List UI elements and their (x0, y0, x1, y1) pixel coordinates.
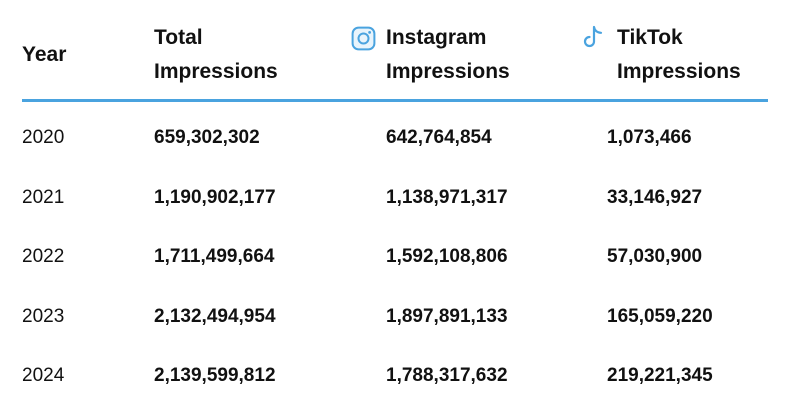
cell-instagram-impressions: 1,788,317,632 (386, 365, 508, 386)
cell-instagram-impressions: 1,138,971,317 (386, 187, 508, 208)
table-row: 2024 2,139,599,812 1,788,317,632 219,221… (0, 346, 788, 406)
column-header-instagram-impressions: Instagram Impressions (386, 21, 510, 89)
column-header-instagram-line-1: Instagram (386, 26, 487, 49)
header-divider (22, 99, 768, 102)
column-header-year-line: Year (22, 43, 67, 66)
cell-instagram-impressions: 1,897,891,133 (386, 306, 508, 327)
cell-year: 2024 (22, 365, 65, 386)
cell-year: 2023 (22, 306, 65, 327)
cell-tiktok-impressions: 219,221,345 (607, 365, 713, 386)
cell-tiktok-impressions: 33,146,927 (607, 187, 703, 208)
cell-total-impressions: 1,190,902,177 (154, 187, 276, 208)
column-header-instagram-line-2: Impressions (386, 60, 510, 83)
column-header-total-impressions: Total Impressions (154, 21, 278, 89)
cell-total-impressions: 2,139,599,812 (154, 365, 276, 386)
cell-total-impressions: 1,711,499,664 (154, 246, 275, 267)
column-header-year: Year (22, 38, 66, 72)
column-header-total-line-2: Impressions (154, 60, 278, 83)
column-header-total-line-1: Total (154, 26, 203, 49)
tiktok-icon (583, 25, 603, 48)
cell-year: 2020 (22, 127, 65, 148)
column-header-tiktok-line-1: TikTok (617, 26, 683, 49)
cell-tiktok-impressions: 1,073,466 (607, 127, 692, 148)
cell-total-impressions: 659,302,302 (154, 127, 260, 148)
cell-tiktok-impressions: 165,059,220 (607, 306, 713, 327)
cell-year: 2022 (22, 246, 65, 267)
cell-total-impressions: 2,132,494,954 (154, 306, 276, 327)
cell-instagram-impressions: 642,764,854 (386, 127, 492, 148)
table-row: 2022 1,711,499,664 1,592,108,806 57,030,… (0, 227, 788, 287)
table-row: 2023 2,132,494,954 1,897,891,133 165,059… (0, 287, 788, 347)
cell-year: 2021 (22, 187, 65, 208)
instagram-icon (351, 26, 376, 51)
cell-instagram-impressions: 1,592,108,806 (386, 246, 508, 267)
cell-tiktok-impressions: 57,030,900 (607, 246, 703, 267)
table-row: 2020 659,302,302 642,764,854 1,073,466 (0, 108, 788, 168)
column-header-tiktok-impressions: TikTok Impressions (617, 21, 741, 89)
column-header-tiktok-line-2: Impressions (617, 60, 741, 83)
table-row: 2021 1,190,902,177 1,138,971,317 33,146,… (0, 168, 788, 228)
